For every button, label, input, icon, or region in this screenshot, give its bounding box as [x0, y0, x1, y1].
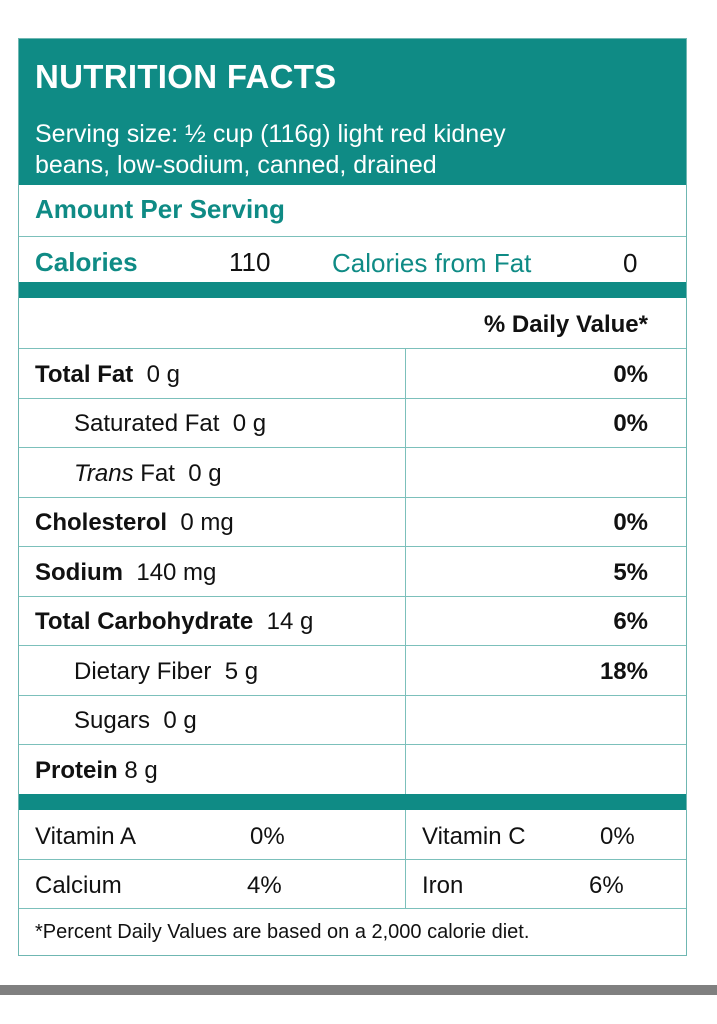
nutrient-row-total-carbohydrate: Total Carbohydrate 14 g [35, 608, 313, 636]
calories-from-fat-label: Calories from Fat [332, 248, 532, 278]
nutrient-amount: 140 mg [136, 559, 217, 586]
footnote: *Percent Daily Values are based on a 2,0… [35, 921, 530, 943]
daily-value-header: % Daily Value* [483, 311, 648, 338]
nutrient-name: Sugars [74, 707, 151, 734]
label-title: NUTRITION FACTS [35, 58, 337, 95]
nutrient-amount: 0 g [232, 410, 267, 437]
iron-value: 6% [589, 872, 624, 899]
nutrient-dv: 18% [599, 658, 648, 685]
nutrient-amount: 0 g [188, 460, 222, 487]
nutrient-amount: 0 g [146, 361, 180, 388]
divider [19, 908, 686, 909]
nutrition-facts-label: NUTRITION FACTS Serving size: ½ cup (116… [18, 38, 687, 956]
nutrient-amount: 0 g [163, 707, 197, 734]
serving-size: Serving size: ½ cup (116g) light red kid… [35, 119, 655, 181]
nutrient-amount: 14 g [266, 608, 314, 635]
nutrient-row-cholesterol: Cholesterol 0 mg [35, 509, 234, 537]
nutrient-row-saturated-fat: Saturated Fat 0 g [74, 410, 266, 438]
divider [19, 546, 686, 547]
divider [19, 497, 686, 498]
iron-label: Iron [422, 872, 464, 899]
calories-value: 110 [229, 247, 271, 277]
nutrient-row-sugars: Sugars 0 g [74, 707, 197, 735]
serving-line-2: beans, low-sodium, canned, drained [35, 151, 437, 179]
nutrient-name: Sodium [35, 559, 123, 586]
nutrient-row-total-fat: Total Fat 0 g [35, 361, 180, 389]
thick-divider [19, 794, 686, 810]
nutrient-dv: 0% [613, 509, 648, 536]
serving-line-1: Serving size: ½ cup (116g) light red kid… [35, 120, 506, 148]
vitamin-c-value: 0% [600, 823, 635, 850]
nutrient-row-dietary-fiber: Dietary Fiber 5 g [74, 658, 258, 686]
nutrient-row-trans-fat: Trans Fat 0 g [74, 460, 222, 488]
calcium-value: 4% [247, 872, 282, 899]
nutrient-dv: 0% [613, 410, 648, 437]
label-header: NUTRITION FACTS Serving size: ½ cup (116… [19, 39, 686, 185]
nutrient-amount: 0 mg [180, 509, 234, 536]
nutrient-name: Total Fat [35, 361, 134, 388]
nutrient-name: Fat [140, 460, 175, 487]
nutrient-row-sodium: Sodium 140 mg [35, 559, 216, 587]
divider [19, 348, 686, 349]
divider [19, 596, 686, 597]
nutrient-dv: 6% [613, 608, 648, 635]
nutrient-dv: 0% [613, 361, 648, 388]
vitamin-a-value: 0% [250, 823, 285, 850]
nutrient-name: Saturated Fat [74, 410, 220, 437]
divider [19, 236, 686, 237]
amount-per-serving: Amount Per Serving [35, 194, 285, 224]
divider [19, 398, 686, 399]
nutrient-name: Protein [35, 757, 118, 784]
divider [19, 447, 686, 448]
nutrient-dv: 5% [613, 559, 648, 586]
bottom-rule [0, 985, 717, 995]
divider [19, 859, 686, 860]
divider [19, 645, 686, 646]
divider [19, 695, 686, 696]
vitamin-a-label: Vitamin A [35, 823, 136, 850]
calcium-label: Calcium [35, 872, 122, 899]
nutrient-name: Cholesterol [35, 509, 168, 536]
calories-from-fat-value: 0 [623, 248, 638, 278]
nutrient-amount: 8 g [124, 757, 158, 784]
vitamin-c-label: Vitamin C [422, 823, 526, 850]
column-divider [405, 348, 406, 794]
calories-label: Calories [35, 247, 138, 277]
nutrient-name: Dietary Fiber [74, 658, 212, 685]
nutrient-name: Total Carbohydrate [35, 608, 254, 635]
nutrient-row-protein: Protein 8 g [35, 757, 158, 785]
nutrient-amount: 5 g [224, 658, 259, 685]
thick-divider [19, 282, 686, 298]
nutrient-name-italic: Trans [74, 460, 134, 487]
divider [19, 744, 686, 745]
